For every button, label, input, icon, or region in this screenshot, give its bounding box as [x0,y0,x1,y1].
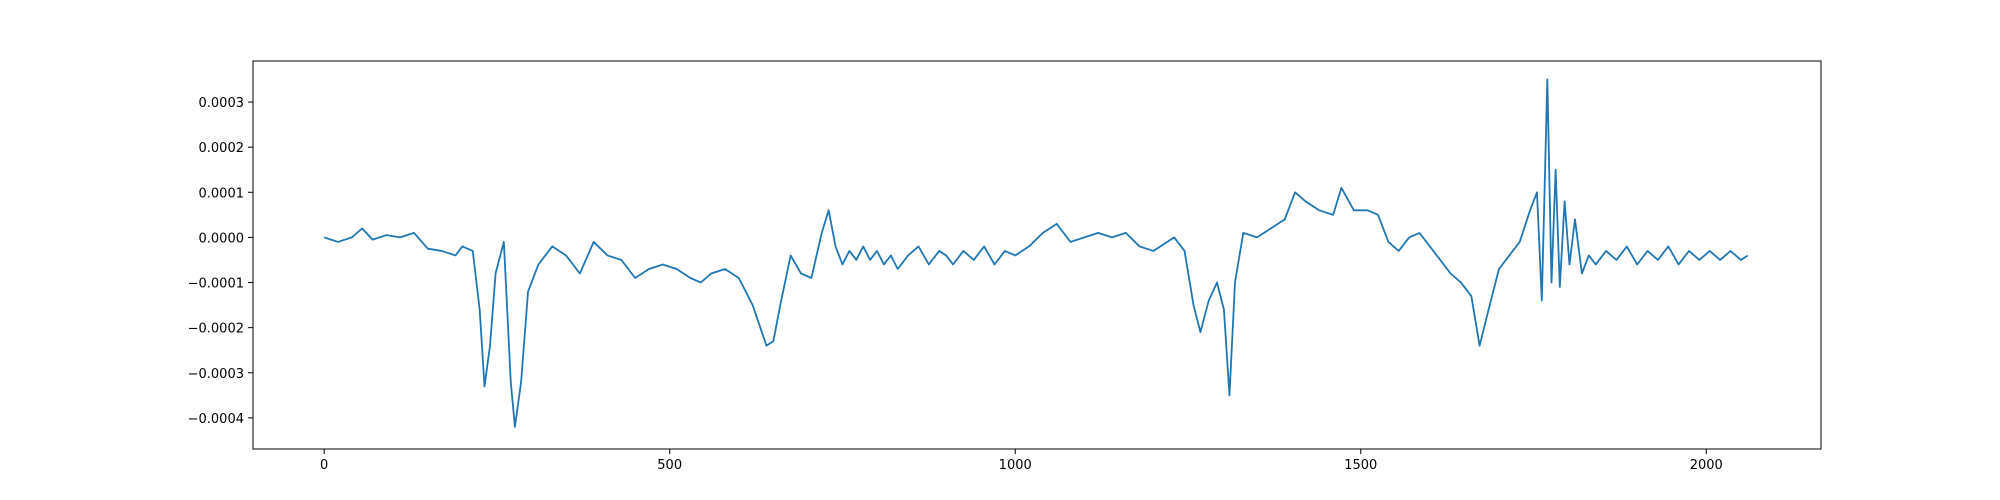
plot-frame [252,60,1822,450]
y-tick-label: 0.0003 [199,96,245,111]
y-tick-label: 0.0002 [199,141,245,156]
x-tick-label: 2000 [1690,458,1723,473]
y-tick-label: −0.0001 [188,277,244,292]
x-tick-label: 0 [320,458,328,473]
y-tick-label: −0.0004 [188,412,244,427]
y-tick-label: 0.0001 [199,186,245,201]
x-tick-label: 500 [657,458,682,473]
x-tick-label: 1000 [999,458,1032,473]
x-tick-label: 1500 [1344,458,1377,473]
y-tick-label: −0.0003 [188,367,244,382]
y-tick-label: −0.0002 [188,322,244,337]
data-line [323,78,1749,428]
y-tick-label: 0.0000 [199,231,245,246]
